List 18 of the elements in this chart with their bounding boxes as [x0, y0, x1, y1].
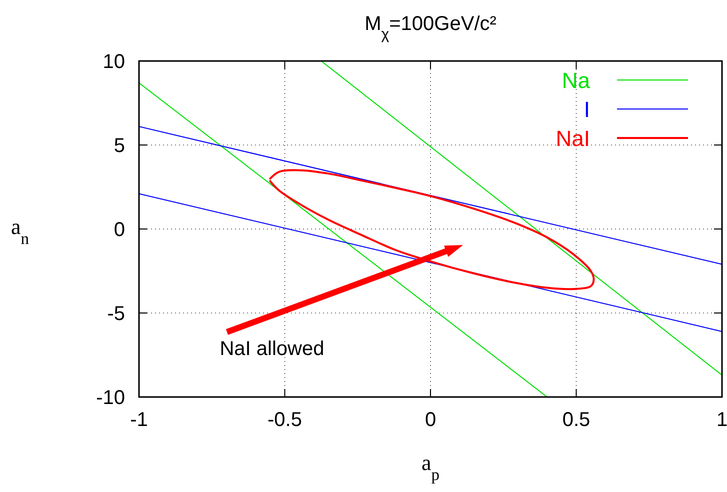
y-tick-label: -5 — [107, 303, 125, 325]
legend-label: Na — [562, 68, 591, 93]
annotation: NaI allowed — [220, 338, 324, 360]
y-tick-label: 10 — [102, 51, 125, 73]
x-tick-label: 0 — [424, 409, 436, 431]
y-tick-label: 5 — [114, 135, 125, 157]
line-series — [269, 169, 595, 290]
x-tick-label: 1 — [716, 409, 727, 431]
x-tick-label: -0.5 — [268, 409, 302, 431]
legend-label: I — [584, 97, 590, 122]
x-axis-title: a$_{p}$ — [421, 450, 440, 484]
x-tick-label: -1 — [130, 409, 148, 431]
x-tick-label: 0.5 — [562, 409, 590, 431]
y-tick-label: -10 — [96, 387, 125, 409]
legend-label: NaI — [556, 126, 590, 151]
y-tick-label: 0 — [114, 219, 125, 241]
chart-title: M$_{χ}$=100GeV/c² — [364, 13, 497, 42]
y-axis-title: a$_{n}$ — [10, 214, 30, 248]
